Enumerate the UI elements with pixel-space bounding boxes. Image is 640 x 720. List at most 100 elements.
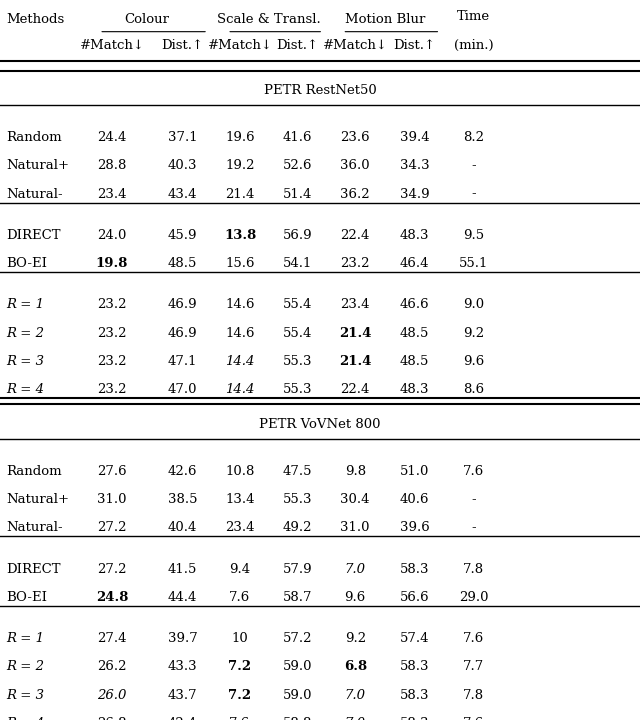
Text: 55.3: 55.3 xyxy=(283,355,312,368)
Text: 19.6: 19.6 xyxy=(225,131,255,144)
Text: 19.2: 19.2 xyxy=(225,159,255,172)
Text: R = 3: R = 3 xyxy=(6,355,44,368)
Text: R = 2: R = 2 xyxy=(6,660,44,673)
Text: 23.2: 23.2 xyxy=(97,355,127,368)
Text: BO-EI: BO-EI xyxy=(6,257,47,270)
Text: 57.2: 57.2 xyxy=(283,632,312,645)
Text: Time: Time xyxy=(457,10,490,23)
Text: 27.4: 27.4 xyxy=(97,632,127,645)
Text: 57.9: 57.9 xyxy=(283,562,312,575)
Text: 7.6: 7.6 xyxy=(463,632,484,645)
Text: 39.4: 39.4 xyxy=(400,131,429,144)
Text: 52.6: 52.6 xyxy=(283,159,312,172)
Text: 36.0: 36.0 xyxy=(340,159,370,172)
Text: 7.6: 7.6 xyxy=(229,591,251,604)
Text: 48.5: 48.5 xyxy=(168,257,197,270)
Text: Colour: Colour xyxy=(125,13,170,27)
Text: 29.0: 29.0 xyxy=(459,591,488,604)
Text: #Match↓: #Match↓ xyxy=(79,39,145,52)
Text: 58.3: 58.3 xyxy=(400,660,429,673)
Text: 7.2: 7.2 xyxy=(228,689,252,702)
Text: 14.4: 14.4 xyxy=(225,355,255,368)
Text: 7.8: 7.8 xyxy=(463,689,484,702)
Text: 55.3: 55.3 xyxy=(283,383,312,396)
Text: 26.8: 26.8 xyxy=(97,717,127,720)
Text: 43.4: 43.4 xyxy=(168,187,197,200)
Text: 44.4: 44.4 xyxy=(168,591,197,604)
Text: 24.4: 24.4 xyxy=(97,131,127,144)
Text: 28.8: 28.8 xyxy=(97,159,127,172)
Text: 46.9: 46.9 xyxy=(168,327,197,340)
Text: 23.4: 23.4 xyxy=(340,298,370,311)
Text: 26.2: 26.2 xyxy=(97,660,127,673)
Text: 24.8: 24.8 xyxy=(96,591,128,604)
Text: 8.6: 8.6 xyxy=(463,383,484,396)
Text: 46.4: 46.4 xyxy=(400,257,429,270)
Text: 10: 10 xyxy=(232,632,248,645)
Text: 10.8: 10.8 xyxy=(225,464,255,477)
Text: 58.8: 58.8 xyxy=(283,717,312,720)
Text: 55.3: 55.3 xyxy=(283,493,312,506)
Text: 58.3: 58.3 xyxy=(400,717,429,720)
Text: 7.8: 7.8 xyxy=(463,562,484,575)
Text: 31.0: 31.0 xyxy=(340,521,370,534)
Text: 23.2: 23.2 xyxy=(97,383,127,396)
Text: 21.4: 21.4 xyxy=(339,355,371,368)
Text: 34.9: 34.9 xyxy=(400,187,429,200)
Text: 48.3: 48.3 xyxy=(400,383,429,396)
Text: 26.0: 26.0 xyxy=(97,689,127,702)
Text: 9.6: 9.6 xyxy=(463,355,484,368)
Text: 9.6: 9.6 xyxy=(344,591,366,604)
Text: #Match↓: #Match↓ xyxy=(207,39,273,52)
Text: 9.0: 9.0 xyxy=(463,298,484,311)
Text: 59.0: 59.0 xyxy=(283,689,312,702)
Text: 40.4: 40.4 xyxy=(168,521,197,534)
Text: Natural+: Natural+ xyxy=(6,159,69,172)
Text: 15.6: 15.6 xyxy=(225,257,255,270)
Text: 22.4: 22.4 xyxy=(340,383,370,396)
Text: DIRECT: DIRECT xyxy=(6,562,61,575)
Text: R = 1: R = 1 xyxy=(6,298,44,311)
Text: 23.2: 23.2 xyxy=(97,298,127,311)
Text: 22.4: 22.4 xyxy=(340,229,370,242)
Text: 55.4: 55.4 xyxy=(283,298,312,311)
Text: 7.7: 7.7 xyxy=(463,660,484,673)
Text: Motion Blur: Motion Blur xyxy=(345,13,425,27)
Text: 45.9: 45.9 xyxy=(168,229,197,242)
Text: -: - xyxy=(471,187,476,200)
Text: 56.9: 56.9 xyxy=(283,229,312,242)
Text: 38.5: 38.5 xyxy=(168,493,197,506)
Text: 51.0: 51.0 xyxy=(400,464,429,477)
Text: 43.7: 43.7 xyxy=(168,689,197,702)
Text: 7.2: 7.2 xyxy=(228,660,252,673)
Text: 40.6: 40.6 xyxy=(400,493,429,506)
Text: 36.2: 36.2 xyxy=(340,187,370,200)
Text: 54.1: 54.1 xyxy=(283,257,312,270)
Text: 41.6: 41.6 xyxy=(283,131,312,144)
Text: 7.6: 7.6 xyxy=(463,717,484,720)
Text: 23.2: 23.2 xyxy=(340,257,370,270)
Text: 42.6: 42.6 xyxy=(168,464,197,477)
Text: 27.2: 27.2 xyxy=(97,562,127,575)
Text: 23.2: 23.2 xyxy=(97,327,127,340)
Text: R = 4: R = 4 xyxy=(6,717,44,720)
Text: 55.4: 55.4 xyxy=(283,327,312,340)
Text: PETR VoVNet 800: PETR VoVNet 800 xyxy=(259,418,381,431)
Text: 31.0: 31.0 xyxy=(97,493,127,506)
Text: 23.4: 23.4 xyxy=(97,187,127,200)
Text: 58.7: 58.7 xyxy=(283,591,312,604)
Text: 27.2: 27.2 xyxy=(97,521,127,534)
Text: 21.4: 21.4 xyxy=(339,327,371,340)
Text: 8.2: 8.2 xyxy=(463,131,484,144)
Text: 56.6: 56.6 xyxy=(400,591,429,604)
Text: 13.8: 13.8 xyxy=(224,229,256,242)
Text: 14.6: 14.6 xyxy=(225,327,255,340)
Text: 34.3: 34.3 xyxy=(400,159,429,172)
Text: 6.8: 6.8 xyxy=(344,660,367,673)
Text: 42.4: 42.4 xyxy=(168,717,197,720)
Text: 48.5: 48.5 xyxy=(400,355,429,368)
Text: 14.6: 14.6 xyxy=(225,298,255,311)
Text: 19.8: 19.8 xyxy=(96,257,128,270)
Text: 37.1: 37.1 xyxy=(168,131,197,144)
Text: 47.0: 47.0 xyxy=(168,383,197,396)
